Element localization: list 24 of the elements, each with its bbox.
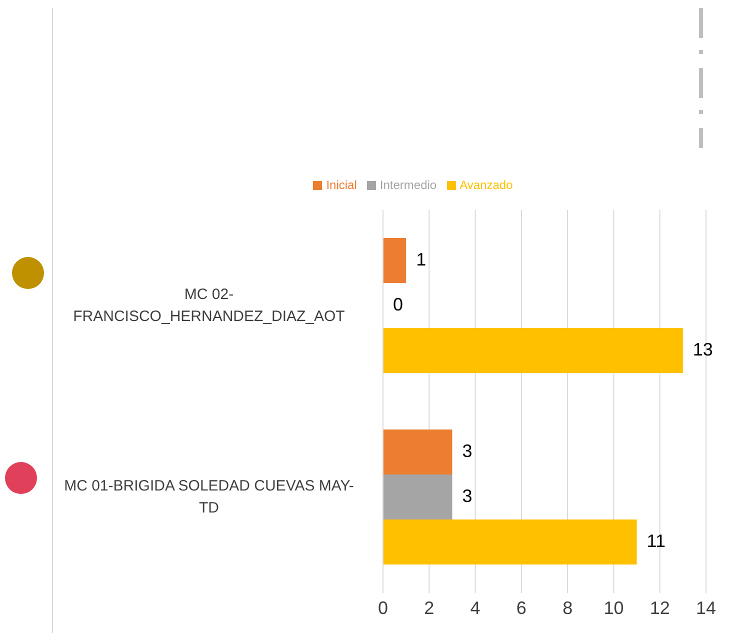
bar — [383, 238, 406, 283]
data-label: 13 — [692, 339, 713, 360]
x-tick-label: 4 — [470, 598, 480, 618]
data-label: 0 — [393, 294, 404, 314]
data-label: 1 — [416, 249, 426, 270]
legend-label: Inicial — [326, 178, 357, 192]
x-tick-label: 6 — [516, 598, 526, 618]
y-tick-label: MC 02-FRANCISCO_HERNANDEZ_DIAZ_AOT — [73, 286, 345, 325]
data-label: 3 — [462, 486, 472, 506]
x-tick-label: 10 — [604, 598, 624, 618]
x-tick-label: 12 — [650, 598, 670, 618]
legend-label: Avanzado — [460, 178, 513, 192]
x-tick-label: 14 — [696, 598, 716, 618]
legend-label: Intermedio — [380, 178, 437, 192]
bar — [383, 474, 452, 520]
bar — [383, 430, 452, 474]
y-tick-label: MC 01-BRIGIDA SOLEDAD CUEVAS MAY-TD — [64, 477, 354, 516]
x-tick-label: 8 — [562, 598, 573, 618]
x-tick-label: 0 — [378, 598, 388, 618]
x-tick-label: 2 — [424, 598, 434, 618]
bar — [383, 328, 683, 373]
bar — [383, 520, 637, 564]
data-label: 3 — [462, 440, 472, 461]
data-label: 11 — [646, 530, 666, 551]
